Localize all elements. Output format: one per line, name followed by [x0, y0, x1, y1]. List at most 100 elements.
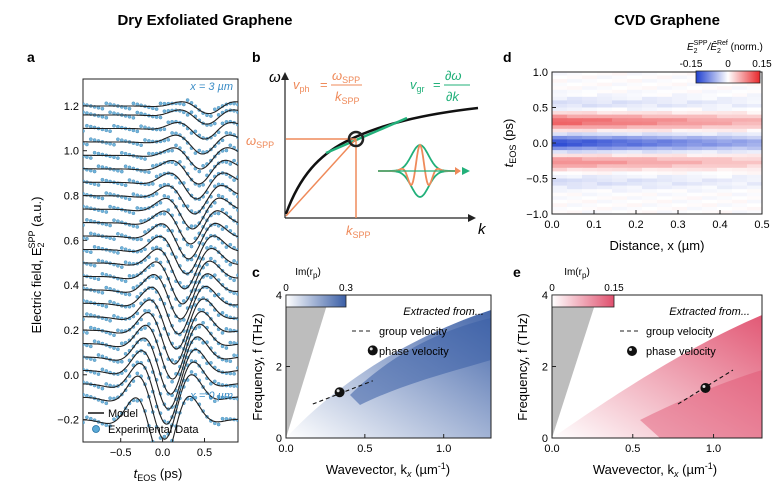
panel-d-cell-26-0 [552, 164, 568, 169]
panel-a-exp-point-5-93 [201, 320, 205, 325]
panel-a-exp-point-4-33 [123, 351, 128, 356]
panel-d-cell-34-8 [672, 192, 688, 197]
panel-a-exp-point-12-12 [96, 245, 101, 250]
panel-d-cell-33-12 [732, 189, 748, 194]
panel-b-x-arrow [468, 214, 476, 222]
panel-e-phase-legend-marker [627, 346, 637, 356]
panel-d-cell-22-3 [597, 150, 613, 155]
panel-a-ytick-label-5: 0.8 [64, 191, 79, 203]
panel-d-cell-18-12 [732, 135, 748, 140]
panel-d-cell-6-8 [672, 93, 688, 98]
panel-d-cell-15-4 [612, 125, 628, 130]
panel-d-cell-22-13 [747, 150, 762, 155]
panel-a-exp-point-16-120 [236, 194, 238, 199]
panel-a-exp-point-20-87 [193, 151, 198, 155]
panel-d-cell-22-4 [612, 150, 628, 155]
panel-b-y-arrow [281, 72, 289, 80]
panel-d-cell-25-4 [612, 160, 628, 165]
panel-d-cell-18-11 [717, 135, 733, 140]
panel-d-cell-12-9 [687, 114, 703, 119]
panel-a-exp-point-22-81 [185, 113, 190, 117]
panel-a-exp-point-20-0 [83, 141, 85, 146]
panel-d-xtick-label-0: 0.0 [544, 219, 559, 231]
panel-a-exp-point-11-54 [150, 246, 155, 251]
panel-d-cell-23-1 [567, 153, 583, 158]
panel-d-cell-12-7 [657, 114, 673, 119]
panel-a-exp-point-22-63 [162, 109, 167, 113]
panel-a-exp-point-14-6 [89, 218, 93, 223]
panel-a-exp-point-21-108 [220, 121, 225, 126]
panel-d-cell-19-2 [582, 139, 598, 144]
panel-d-cell-24-13 [747, 157, 762, 162]
panel-d-cell-16-11 [717, 128, 733, 133]
panel-a-exp-point-6-0 [83, 330, 85, 334]
panel-d-cell-37-5 [627, 203, 643, 208]
panel-d-cell-4-1 [567, 86, 583, 91]
panel-a-model-trace-4 [83, 336, 238, 395]
panel-d-cell-39-0 [552, 210, 568, 214]
legend-model-label: Model [108, 408, 138, 420]
panel-d-cell-15-3 [597, 125, 613, 130]
panel-a-traces [83, 98, 238, 442]
panel-a-exp-point-15-18 [104, 210, 109, 214]
panel-a-exp-point-6-114 [228, 328, 233, 332]
panel-d-cell-39-7 [657, 210, 673, 214]
panel-a-exp-point-0-108 [220, 416, 225, 421]
panel-d-cell-31-3 [597, 182, 613, 187]
panel-a-exp-point-13-3 [85, 236, 89, 241]
panel-d-cell-15-10 [702, 125, 718, 130]
panel-d-cell-13-0 [552, 118, 568, 123]
panel-d-cell-18-3 [597, 135, 613, 140]
panel-a-exp-point-0-3 [85, 415, 89, 420]
panel-d-cell-31-7 [657, 182, 673, 187]
panel-d-cell-5-11 [717, 89, 733, 94]
panel-d-cell-29-8 [672, 174, 688, 179]
panel-e-cbar-min: 0 [549, 283, 555, 294]
panel-a-exp-point-16-12 [96, 195, 101, 200]
panel-d-cell-4-8 [672, 86, 688, 91]
panel-d-cell-11-12 [732, 111, 748, 116]
panel-a-exp-point-12-6 [89, 250, 93, 254]
panel-a-exp-point-1-105 [216, 394, 221, 399]
panel-a-exp-point-19-6 [89, 156, 93, 160]
panel-d-cell-27-12 [732, 167, 748, 172]
panel-d-cell-10-5 [627, 107, 643, 112]
panel-a-exp-point-23-0 [83, 102, 85, 106]
panel-e-colorbar [551, 294, 615, 308]
panel-d-cell-11-6 [642, 111, 658, 116]
panel-e-phase-point-shine-0 [702, 384, 706, 388]
panel-a-exp-point-14-108 [220, 207, 225, 212]
panel-d-cell-31-10 [702, 182, 718, 187]
panel-a-exp-point-22-36 [127, 115, 132, 119]
panel-d-cell-5-1 [567, 89, 583, 94]
panel-d-cell-8-2 [582, 100, 598, 105]
panel-d-cell-7-4 [612, 96, 628, 101]
panel-d-cell-27-8 [672, 167, 688, 172]
panel-d-cell-28-10 [702, 171, 718, 176]
legend-exp-marker [92, 425, 100, 433]
panel-d-cell-18-5 [627, 135, 643, 140]
panel-a-xtick-label-1: 0.0 [155, 447, 170, 459]
panel-d-cell-1-5 [627, 75, 643, 80]
panel-d-cell-23-2 [582, 153, 598, 158]
panel-a-exp-point-22-3 [85, 111, 89, 115]
panel-a-ticks: −0.5 0.0 0.5 −0.2 0.0 0.2 0.4 0.6 0.8 1.0 1.2 [57, 101, 212, 459]
panel-d-cell-25-11 [717, 160, 733, 165]
panel-a-exp-point-15-42 [135, 206, 140, 210]
panel-a-exp-point-1-21 [108, 396, 112, 401]
panel-d-cell-9-9 [687, 104, 703, 109]
panel-d-cell-24-6 [642, 157, 658, 162]
panel-d-cell-2-7 [657, 79, 673, 84]
panel-d-cell-28-5 [627, 171, 643, 176]
panel-a-exp-point-1-42 [135, 371, 140, 376]
panel-d-cell-10-2 [582, 107, 598, 112]
panel-d-cell-38-11 [717, 206, 733, 211]
panel-d-cell-1-9 [687, 75, 703, 80]
panel-d-cell-12-3 [597, 114, 613, 119]
panel-a-exp-point-23-21 [108, 102, 112, 106]
panel-d-cell-12-12 [732, 114, 748, 119]
panel-d-cell-39-13 [747, 210, 762, 214]
panel-a-exp-point-11-120 [236, 260, 238, 265]
panel-d-cell-14-6 [642, 121, 658, 126]
svg-text:=: = [320, 77, 328, 92]
